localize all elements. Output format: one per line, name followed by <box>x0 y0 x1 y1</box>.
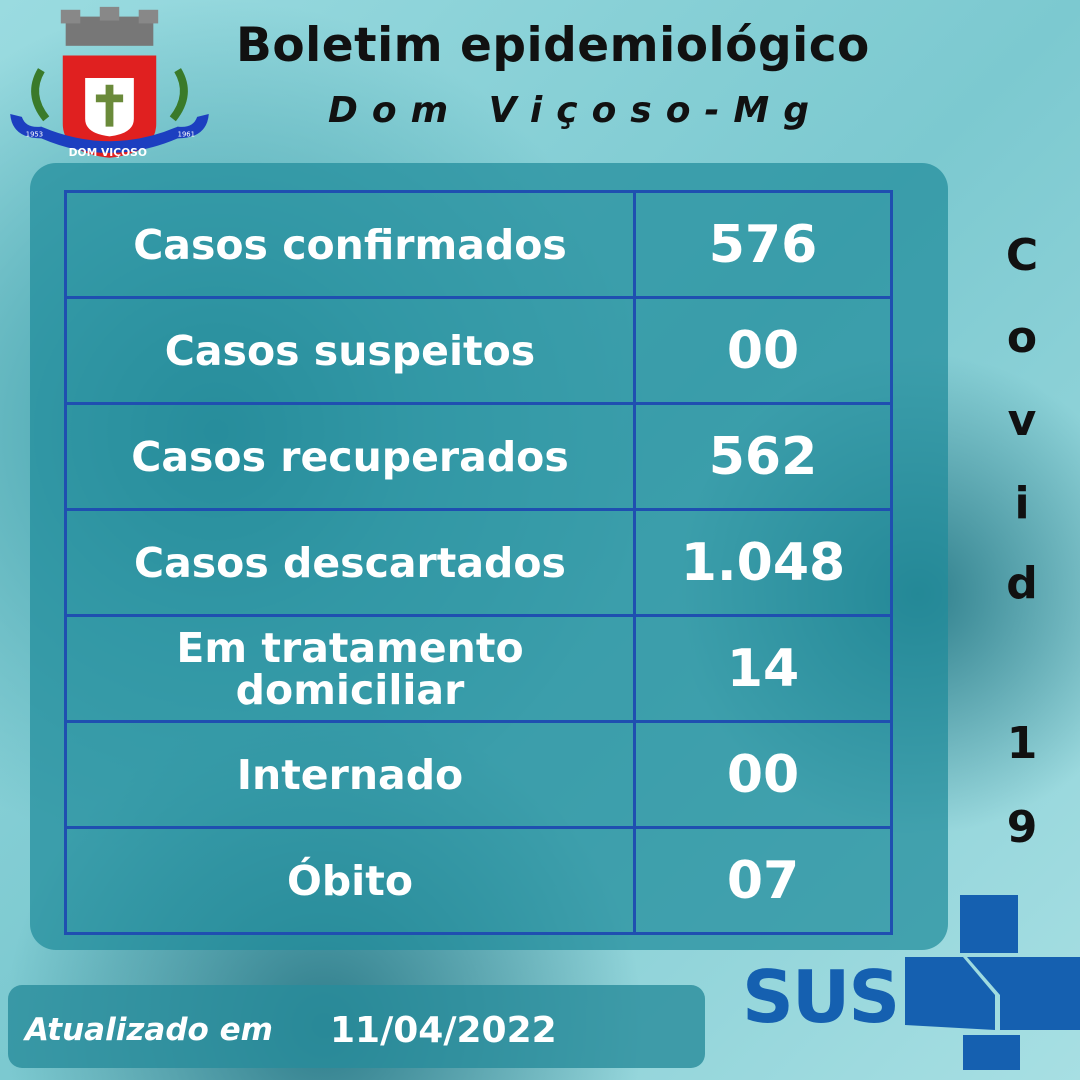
footer-bar <box>8 985 705 1068</box>
covid-letter: 9 <box>1006 802 1038 853</box>
sus-cross-icon <box>905 895 1080 1070</box>
covid-letter: 1 <box>1006 718 1038 769</box>
updated-date: 11/04/2022 <box>330 1010 557 1051</box>
dom-vicoso-coat-of-arms: 1953 1961 DOM VIÇOSO <box>10 6 209 159</box>
row-value: 1.048 <box>633 508 893 617</box>
covid-letter: v <box>1007 395 1037 446</box>
row-value: 00 <box>633 720 893 829</box>
table-row: Internado 00 <box>64 720 893 829</box>
row-label: Casos confirmados <box>64 190 636 299</box>
svg-text:1953: 1953 <box>26 130 43 138</box>
row-value: 576 <box>633 190 893 299</box>
updated-label: Atualizado em <box>25 1012 273 1048</box>
row-label: Casos descartados <box>64 508 636 617</box>
svg-text:DOM VIÇOSO: DOM VIÇOSO <box>69 146 147 159</box>
table-row: Casos confirmados 576 <box>64 190 893 299</box>
covid-letter: i <box>1014 478 1030 529</box>
row-label: Óbito <box>64 826 636 935</box>
covid-letter: C <box>1005 230 1039 281</box>
stats-table: Casos confirmados 576 Casos suspeitos 00 C… <box>64 190 893 935</box>
covid-letter: d <box>1006 558 1038 609</box>
row-value: 07 <box>633 826 893 935</box>
row-label: Internado <box>64 720 636 829</box>
table-row: Óbito 07 <box>64 826 893 935</box>
covid-letter: o <box>1006 312 1038 363</box>
svg-text:1961: 1961 <box>178 130 195 138</box>
row-value: 14 <box>633 614 893 723</box>
page-subtitle: Dom Viçoso-Mg <box>328 90 823 131</box>
table-row: Casos descartados 1.048 <box>64 508 893 617</box>
row-label: Em tratamento domiciliar <box>64 614 636 723</box>
table-row: Casos suspeitos 00 <box>64 296 893 405</box>
table-row: Em tratamento domiciliar 14 <box>64 614 893 723</box>
table-row: Casos recuperados 562 <box>64 402 893 511</box>
page-title: Boletim epidemiológico <box>236 18 870 73</box>
row-label: Casos recuperados <box>64 402 636 511</box>
row-label: Casos suspeitos <box>64 296 636 405</box>
sus-logo-text: SUS <box>742 955 900 1039</box>
row-value: 562 <box>633 402 893 511</box>
row-value: 00 <box>633 296 893 405</box>
